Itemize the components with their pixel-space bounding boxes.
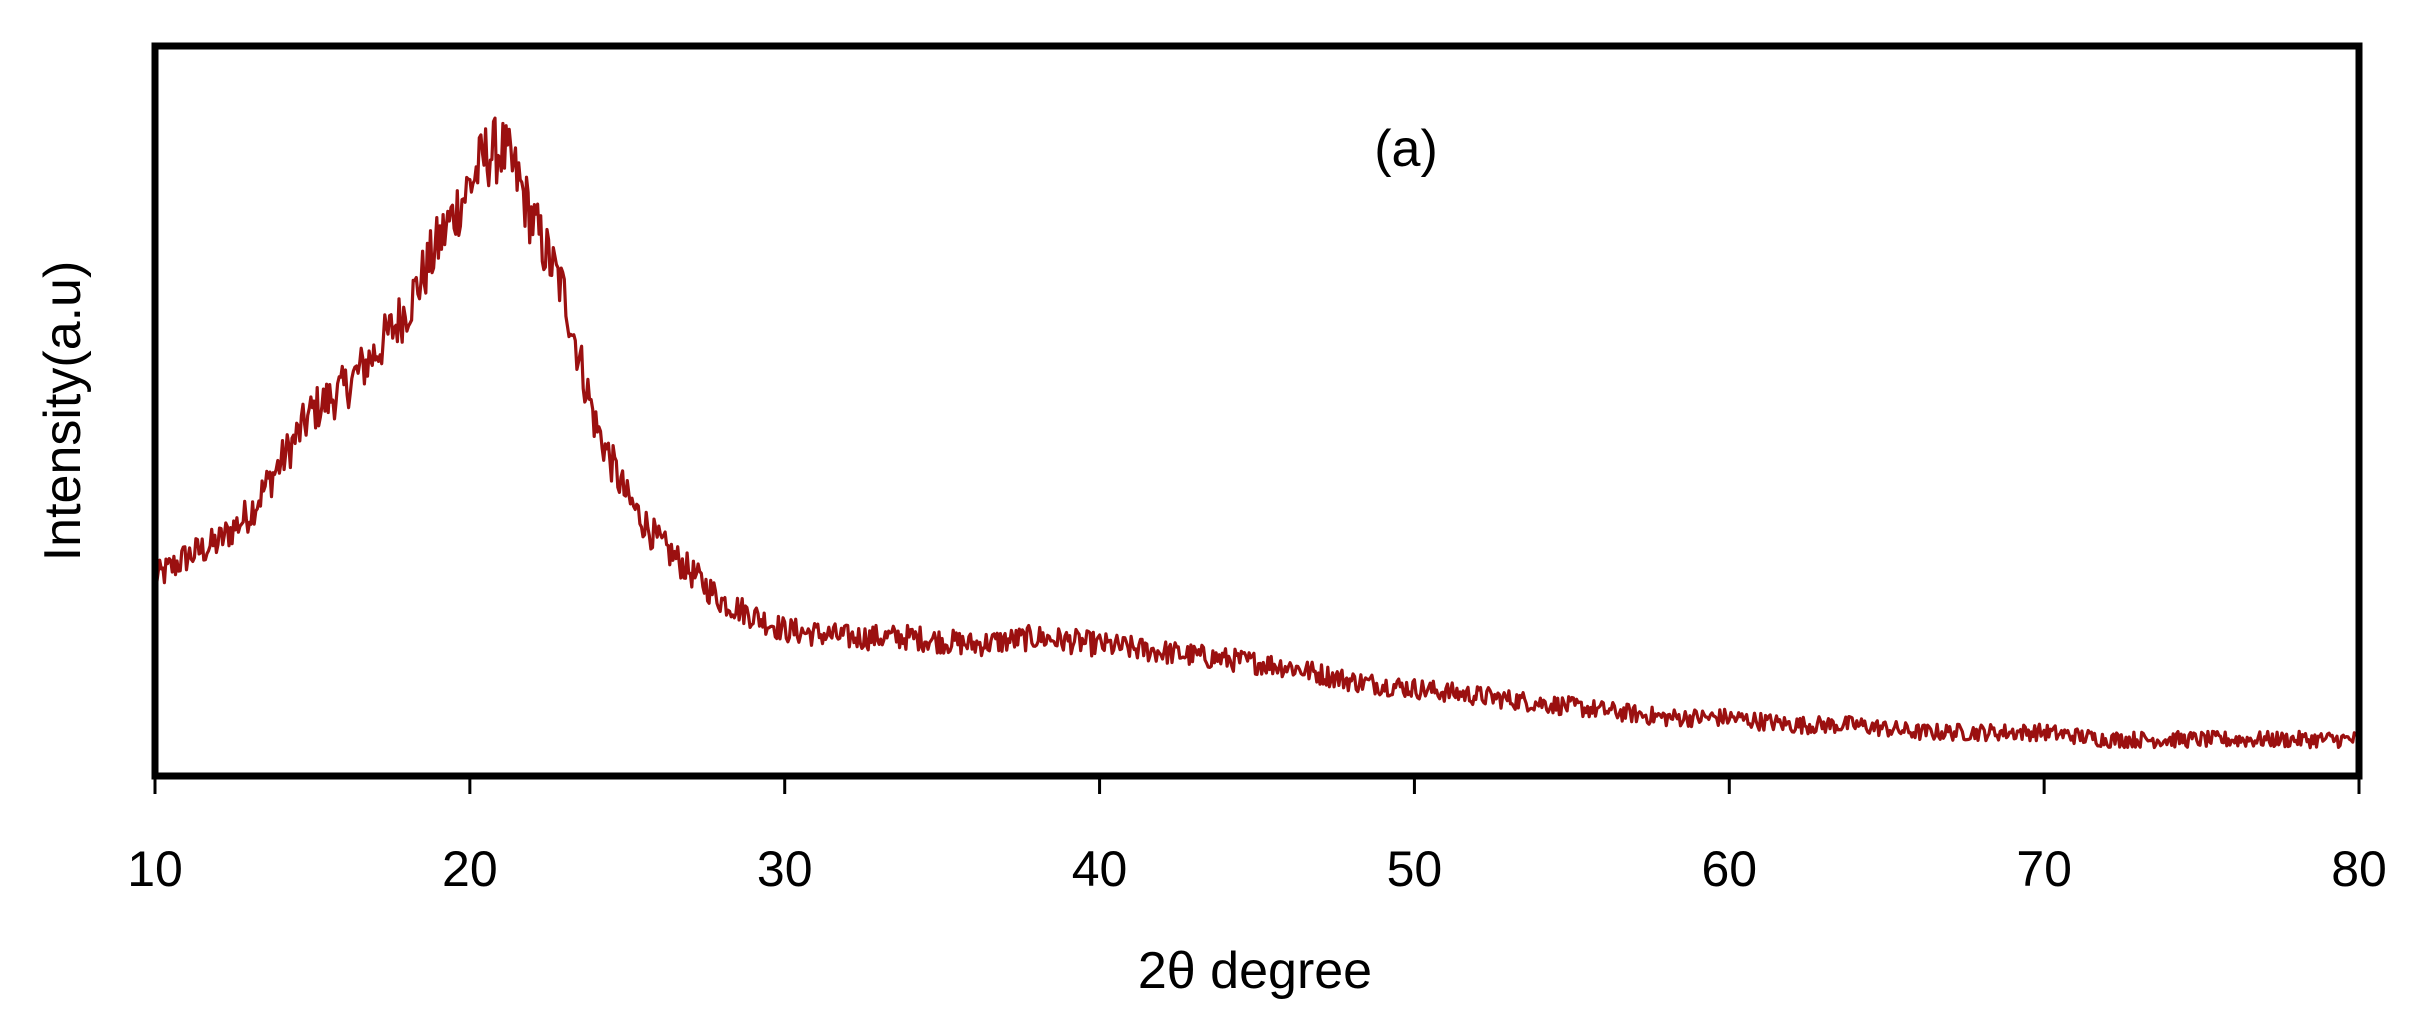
plot-area — [151, 42, 2363, 780]
y-axis-title: Intensity(a.u) — [34, 261, 92, 562]
series-line — [153, 116, 2360, 750]
x-tick-label: 70 — [2016, 841, 2072, 897]
annotation-label: (a) — [1374, 120, 1438, 178]
x-tick-label: 80 — [2331, 841, 2387, 897]
plot-frame — [151, 42, 2363, 780]
x-tick-label: 50 — [1387, 841, 1443, 897]
series-layer — [153, 116, 2360, 750]
x-tick-label: 30 — [757, 841, 813, 897]
x-axis: 10 20 30 40 50 60 70 80 — [127, 776, 2387, 897]
x-axis-title: 2θ degree — [1138, 942, 1372, 1000]
x-tick-label: 20 — [442, 841, 498, 897]
x-tick-label: 40 — [1072, 841, 1128, 897]
x-tick-label: 10 — [127, 841, 183, 897]
x-tick-label: 60 — [1701, 841, 1757, 897]
